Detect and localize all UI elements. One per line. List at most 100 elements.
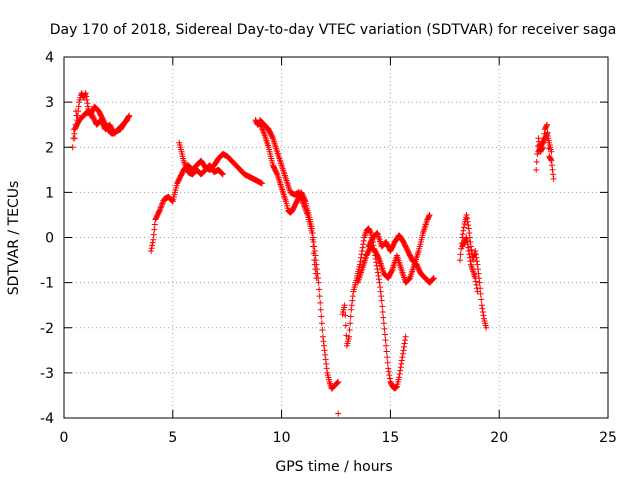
data-point — [543, 122, 550, 129]
data-point — [82, 90, 89, 97]
data-point — [385, 365, 392, 372]
data-point — [473, 258, 480, 265]
data-point — [303, 209, 310, 216]
data-point — [457, 257, 464, 264]
data-point — [313, 275, 320, 282]
data-point — [375, 272, 382, 279]
data-point — [377, 288, 384, 295]
data-point — [334, 380, 341, 387]
data-point — [156, 208, 163, 215]
data-point — [381, 331, 388, 338]
data-point — [298, 196, 305, 203]
data-point — [466, 229, 473, 236]
data-point — [459, 231, 466, 238]
data-point — [466, 251, 473, 258]
data-point — [335, 378, 342, 385]
data-point — [298, 195, 305, 202]
data-point — [399, 350, 406, 357]
data-point — [465, 225, 472, 232]
data-point — [550, 175, 557, 182]
data-point — [474, 261, 481, 268]
data-point — [549, 166, 556, 173]
data-point — [464, 215, 471, 222]
data-point — [342, 312, 349, 319]
data-point — [379, 303, 386, 310]
data-point — [309, 236, 316, 243]
data-point — [381, 325, 388, 332]
y-tick-label: -2 — [40, 321, 54, 337]
data-point — [83, 96, 90, 103]
data-point — [315, 279, 322, 286]
data-point — [316, 286, 323, 293]
data-point — [360, 237, 367, 244]
data-point — [359, 244, 366, 251]
data-point — [159, 200, 166, 207]
y-tick-label: -3 — [40, 366, 54, 382]
data-point — [348, 302, 355, 309]
data-point — [151, 226, 158, 233]
y-tick-label: 1 — [45, 185, 54, 201]
data-point — [548, 162, 555, 169]
data-point — [473, 254, 480, 261]
data-point — [426, 213, 433, 220]
data-point — [317, 306, 324, 313]
data-point — [319, 333, 326, 340]
data-point — [75, 108, 82, 115]
data-point — [301, 204, 308, 211]
data-point — [318, 313, 325, 320]
data-point — [401, 343, 407, 350]
data-point — [468, 246, 475, 253]
data-point — [123, 118, 130, 125]
data-point — [429, 276, 436, 283]
data-point — [374, 266, 381, 273]
data-point — [359, 248, 366, 255]
data-point — [303, 207, 310, 214]
data-point — [322, 356, 329, 363]
data-point — [385, 368, 392, 375]
data-point — [126, 112, 133, 119]
x-tick-label: 5 — [168, 430, 177, 446]
data-point — [478, 302, 485, 309]
data-point — [297, 193, 304, 200]
data-point — [312, 270, 319, 277]
data-point — [321, 347, 328, 354]
data-point — [71, 135, 78, 142]
y-tick-label: 2 — [45, 140, 54, 156]
data-point — [467, 258, 474, 265]
y-tick-label: 0 — [45, 231, 54, 247]
data-point — [297, 192, 304, 199]
data-point — [84, 100, 91, 107]
data-point — [310, 243, 317, 250]
data-point — [393, 383, 400, 390]
data-point — [402, 337, 409, 344]
data-point — [375, 255, 382, 262]
data-point — [401, 340, 408, 347]
data-point — [480, 312, 487, 319]
data-point — [533, 158, 540, 165]
data-point — [386, 372, 393, 379]
data-point — [386, 375, 393, 382]
data-point — [479, 305, 486, 312]
data-point — [430, 275, 437, 282]
data-point — [464, 237, 471, 244]
data-point — [426, 211, 433, 218]
data-point — [309, 229, 316, 236]
data-point — [550, 171, 557, 178]
data-point — [396, 371, 403, 378]
data-point — [389, 267, 396, 274]
data-point — [478, 296, 485, 303]
data-point — [123, 117, 130, 124]
data-point — [475, 270, 482, 277]
data-point — [259, 126, 266, 133]
data-point — [149, 242, 156, 249]
data-point — [378, 297, 385, 304]
data-point — [476, 279, 483, 286]
data-point — [299, 197, 306, 204]
x-tick-label: 20 — [490, 430, 508, 446]
data-point — [548, 157, 555, 164]
data-point — [348, 306, 355, 313]
data-point — [382, 337, 389, 344]
data-point — [311, 257, 318, 264]
data-point — [535, 135, 542, 142]
